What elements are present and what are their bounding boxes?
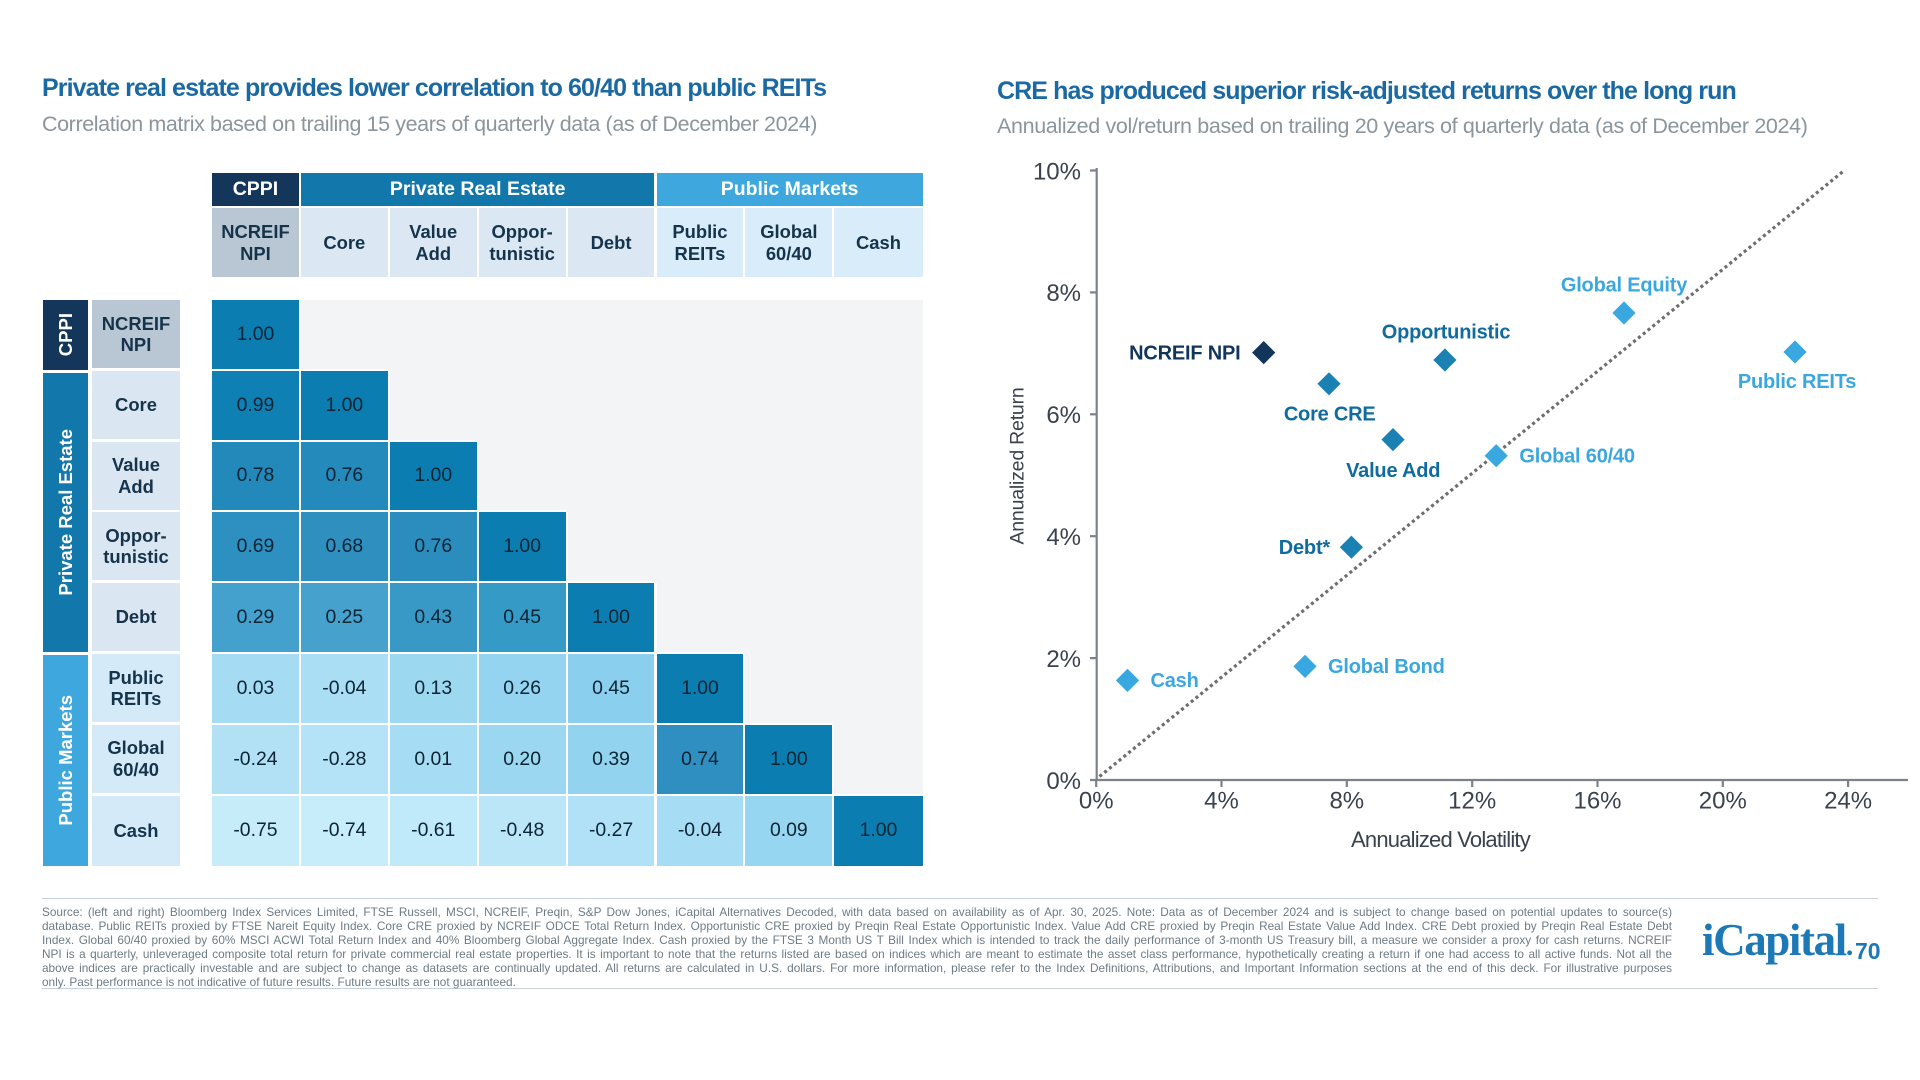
svg-text:4%: 4%: [1046, 524, 1081, 551]
svg-text:Global Equity: Global Equity: [1561, 274, 1688, 296]
svg-text:Global 60/40: Global 60/40: [1519, 446, 1635, 468]
svg-text:Annualized Volatility: Annualized Volatility: [1351, 827, 1531, 852]
svg-text:Core CRE: Core CRE: [1284, 404, 1376, 426]
svg-text:Annualized Return: Annualized Return: [1007, 387, 1029, 544]
svg-text:0%: 0%: [1079, 787, 1114, 814]
svg-text:Cash: Cash: [1151, 670, 1199, 692]
svg-text:8%: 8%: [1046, 280, 1081, 307]
svg-text:4%: 4%: [1204, 787, 1239, 814]
svg-text:20%: 20%: [1699, 787, 1747, 814]
svg-text:12%: 12%: [1448, 787, 1496, 814]
svg-text:24%: 24%: [1824, 787, 1872, 814]
svg-text:Public REITs: Public REITs: [1738, 371, 1856, 393]
svg-text:16%: 16%: [1573, 787, 1621, 814]
svg-text:NCREIF NPI: NCREIF NPI: [1129, 342, 1240, 364]
svg-text:6%: 6%: [1046, 402, 1081, 429]
svg-text:Opportunistic: Opportunistic: [1382, 321, 1511, 343]
svg-text:Value Add: Value Add: [1346, 460, 1440, 482]
svg-text:Global Bond: Global Bond: [1328, 656, 1445, 678]
svg-text:8%: 8%: [1329, 787, 1364, 814]
svg-text:10%: 10%: [1033, 158, 1081, 185]
svg-text:0%: 0%: [1046, 768, 1081, 795]
svg-text:2%: 2%: [1046, 646, 1081, 673]
svg-text:Debt*: Debt*: [1279, 537, 1331, 559]
